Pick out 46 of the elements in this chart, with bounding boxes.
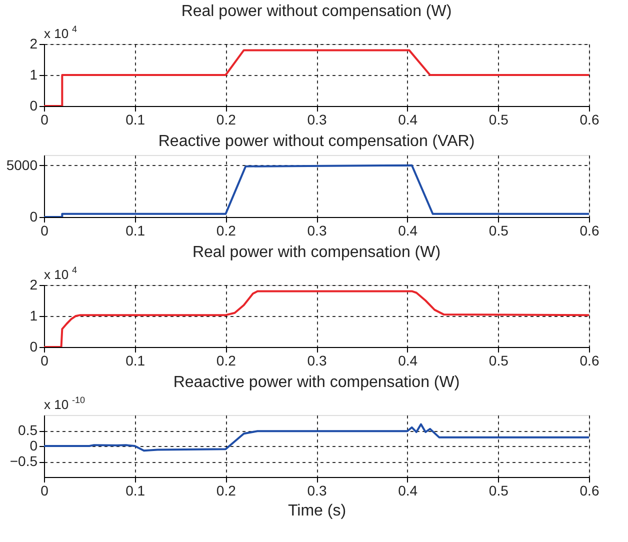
x-tick-label: 0 [40,222,49,238]
x-tick-label: 0.3 [307,222,327,238]
x-tick-label: 0.2 [216,112,236,128]
x-tick-label: 0.5 [488,352,509,368]
x-tick-label: 0 [40,482,49,498]
x-tick-label: 0.1 [126,482,146,498]
y-tick-label: −0.5 [10,453,38,469]
y-tick-label: 2 [30,36,38,52]
x-tick-label: 0.4 [398,482,418,498]
x-tick-label: 0.2 [216,482,236,498]
x-tick-label: 0.2 [216,222,236,238]
y-tick-label: 2 [30,276,38,292]
y-tick-label: 0 [30,98,38,114]
x-tick-label: 0.3 [307,352,327,368]
x-tick-label: 0.1 [126,352,146,368]
x-tick-label: 0.5 [488,112,509,128]
y-tick-label: 1 [30,66,38,82]
x-tick-label: 0.6 [580,222,600,238]
x-tick-label: 0.4 [398,112,418,128]
line-series [44,423,589,452]
x-tick-label: 0.6 [580,352,600,368]
y-tick-label: 1 [30,308,38,324]
x-tick-label: 0 [40,352,49,368]
chart-title: Reactive power without compensation (VAR) [158,133,475,150]
x-tick-label: 0.6 [580,482,600,498]
x-tick-label: 0.2 [216,352,236,368]
x-tick-label: 0.3 [307,482,327,498]
x-tick-label: 0.6 [580,112,600,128]
chart-title: Real power with compensation (W) [192,244,441,261]
y-tick-label: 0.5 [18,422,38,438]
x-tick-label: 0.4 [398,222,418,238]
x-tick-label: 0.4 [398,352,418,368]
y-tick-label: 0 [30,338,38,354]
y-tick-label: 0 [30,438,38,454]
chart-title: Real power without compensation (W) [181,3,452,20]
x-tick-label: 0.5 [488,222,509,238]
x-tick-label: 0.1 [126,222,146,238]
text: x 10-10 [44,395,86,412]
x-tick-label: 0.3 [307,112,327,128]
x-axis-title: Time (s) [288,502,346,520]
x-tick-label: 0.1 [126,112,146,128]
y-tick-label: 0 [30,208,38,224]
x-tick-label: 0.5 [488,482,509,498]
x-tick-label: 0 [40,112,49,128]
y-tick-label: 5000 [6,156,38,173]
chart-title: Reaactive power with compensation (W) [173,374,460,391]
